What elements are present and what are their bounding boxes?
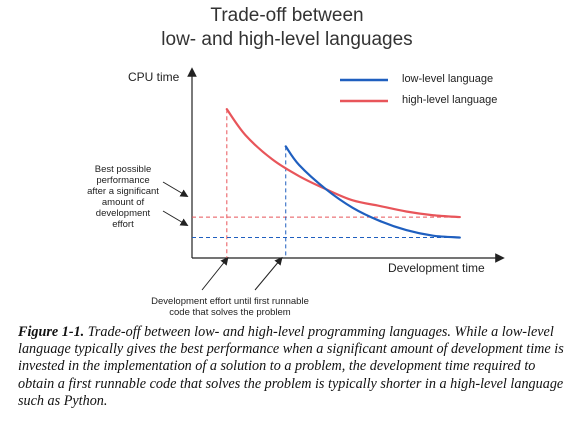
figure-caption: Figure 1-1. Trade-off between low- and h… <box>18 324 566 410</box>
figure-label: Figure 1-1. <box>18 324 85 340</box>
legend-label-high-level: high-level language <box>402 94 498 106</box>
effort-annotation: Development effort until first runnable … <box>130 296 330 318</box>
figure-caption-text: Trade-off between low- and high-level pr… <box>18 324 564 409</box>
performance-annotation-line-2: performance <box>96 175 150 186</box>
series-line-low-level <box>284 145 461 239</box>
x-axis-label: Development time <box>388 261 485 275</box>
effort-annotation-line-2: code that solves the problem <box>169 307 291 318</box>
effort-arrow-left <box>201 256 229 291</box>
performance-annotation-line-3: after a significant <box>87 186 159 197</box>
chart-svg <box>162 67 505 291</box>
chart-title-line-1: Trade-off between <box>210 5 364 26</box>
chart-title: Trade-off between low- and high-level la… <box>0 4 574 52</box>
performance-annotation-line-4: amount of <box>101 197 145 208</box>
effort-annotation-line-1: Development effort until first runnable <box>151 296 309 307</box>
series-line-high-level <box>225 108 461 219</box>
chart-marks <box>192 78 461 258</box>
performance-annotation-line-6: effort <box>112 219 134 230</box>
legend-label-low-level: low-level language <box>402 73 494 85</box>
chart-title-line-2: low- and high-level languages <box>161 29 413 50</box>
performance-annotation: Best possible performance after a signif… <box>74 164 172 230</box>
performance-annotation-line-5: development <box>95 208 151 219</box>
performance-arrow-upper <box>162 181 189 198</box>
effort-arrow-right <box>254 256 283 291</box>
performance-annotation-line-1: Best possible <box>94 164 152 175</box>
y-axis-label: CPU time <box>128 70 180 84</box>
performance-arrow-lower <box>162 210 189 227</box>
